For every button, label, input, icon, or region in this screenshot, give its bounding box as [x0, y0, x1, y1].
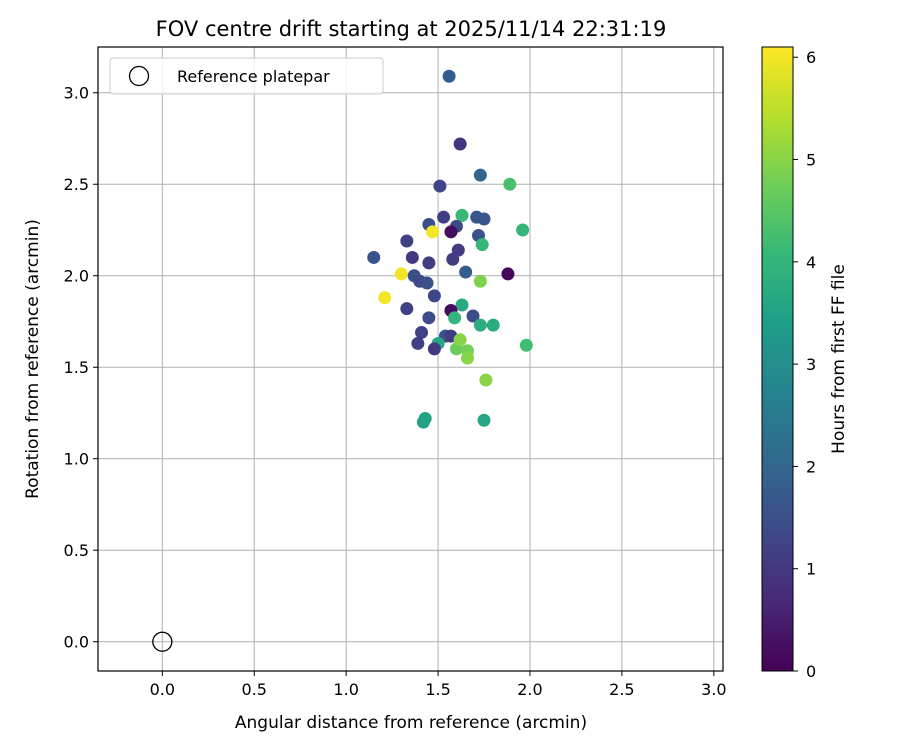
- data-point: [473, 168, 487, 182]
- y-tick-label: 2.5: [64, 175, 89, 194]
- x-tick-label: 3.0: [701, 680, 726, 699]
- legend-entry-label: Reference platepar: [177, 67, 330, 86]
- axis-ticks: 0.0 0.5 1.0 1.5 2.0 2.5 3.0 0.0 0.5 1.0 1.5 2.0 2.5 3…: [64, 84, 727, 699]
- data-point: [411, 336, 425, 350]
- data-point: [503, 177, 517, 191]
- colorbar-tick-label: 0: [806, 662, 816, 681]
- data-point: [475, 238, 489, 252]
- data-point: [442, 69, 456, 83]
- plot-frame: [97, 46, 724, 672]
- data-point: [486, 318, 500, 332]
- data-point: [477, 413, 491, 427]
- data-point: [422, 311, 436, 325]
- data-point: [433, 179, 447, 193]
- legend-box: [109, 57, 384, 95]
- data-point: [519, 338, 533, 352]
- data-point: [473, 318, 487, 332]
- data-point: [426, 225, 440, 239]
- data-point: [473, 274, 487, 288]
- data-point: [405, 250, 419, 264]
- data-point: [437, 210, 451, 224]
- data-point: [460, 351, 474, 365]
- colorbar-label: Hours from first FF file: [829, 264, 849, 454]
- data-point: [466, 309, 480, 323]
- data-point: [422, 256, 436, 270]
- colorbar: 0 1 2 3 4 5 6 Hours from first FF file: [761, 46, 849, 681]
- x-tick-label: 0.0: [150, 680, 175, 699]
- data-point: [459, 265, 473, 279]
- data-point: [448, 311, 462, 325]
- x-axis-label: Angular distance from reference (arcmin): [235, 713, 587, 733]
- chart-title: FOV centre drift starting at 2025/11/14 …: [156, 17, 667, 41]
- y-tick-label: 3.0: [64, 84, 89, 103]
- data-point: [453, 333, 467, 347]
- x-tick-label: 2.0: [517, 680, 542, 699]
- legend-reference-marker: [128, 65, 150, 87]
- data-point: [415, 325, 429, 339]
- grid: [98, 47, 723, 671]
- x-tick-label: 1.0: [333, 680, 358, 699]
- y-tick-label: 0.0: [64, 633, 89, 652]
- data-point: [367, 250, 381, 264]
- data-point: [446, 252, 460, 266]
- y-tick-label: 0.5: [64, 541, 89, 560]
- colorbar-gradient: [761, 46, 794, 672]
- colorbar-tick-label: 3: [806, 355, 816, 374]
- data-points: [367, 69, 533, 429]
- colorbar-tick-label: 4: [806, 253, 816, 272]
- reference-layer: [152, 631, 173, 652]
- data-point: [400, 234, 414, 248]
- data-point: [416, 415, 430, 429]
- data-point: [453, 137, 467, 151]
- data-point: [420, 276, 434, 290]
- y-tick-label: 1.0: [64, 450, 89, 469]
- legend: Reference platepar: [109, 57, 384, 95]
- colorbar-tick-label: 1: [806, 560, 816, 579]
- y-tick-label: 2.0: [64, 267, 89, 286]
- data-point: [455, 208, 469, 222]
- colorbar-tick-label: 2: [806, 457, 816, 476]
- reference-platepar-marker: [152, 631, 173, 652]
- y-tick-label: 1.5: [64, 358, 89, 377]
- data-point: [427, 289, 441, 303]
- x-tick-label: 1.5: [425, 680, 450, 699]
- x-tick-label: 0.5: [242, 680, 267, 699]
- data-point: [400, 302, 414, 316]
- data-point: [378, 291, 392, 305]
- data-point: [427, 342, 441, 356]
- colorbar-tick-label: 6: [806, 48, 816, 67]
- data-point: [516, 223, 530, 237]
- data-point: [501, 267, 515, 281]
- data-point: [477, 212, 491, 226]
- x-tick-label: 2.5: [609, 680, 634, 699]
- colorbar-tick-label: 5: [806, 151, 816, 170]
- data-point: [444, 225, 458, 239]
- data-point: [455, 298, 469, 312]
- data-point: [394, 267, 408, 281]
- colorbar-ticks: 0 1 2 3 4 5 6: [793, 48, 816, 681]
- data-point: [479, 373, 493, 387]
- y-axis-label: Rotation from reference (arcmin): [23, 219, 43, 499]
